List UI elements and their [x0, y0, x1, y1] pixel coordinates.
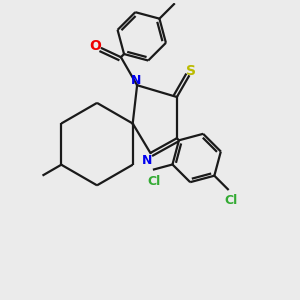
Text: S: S [186, 64, 196, 78]
Text: O: O [89, 39, 101, 53]
Text: N: N [142, 154, 153, 167]
Text: N: N [130, 74, 141, 87]
Text: Cl: Cl [224, 194, 237, 207]
Text: Cl: Cl [147, 175, 161, 188]
